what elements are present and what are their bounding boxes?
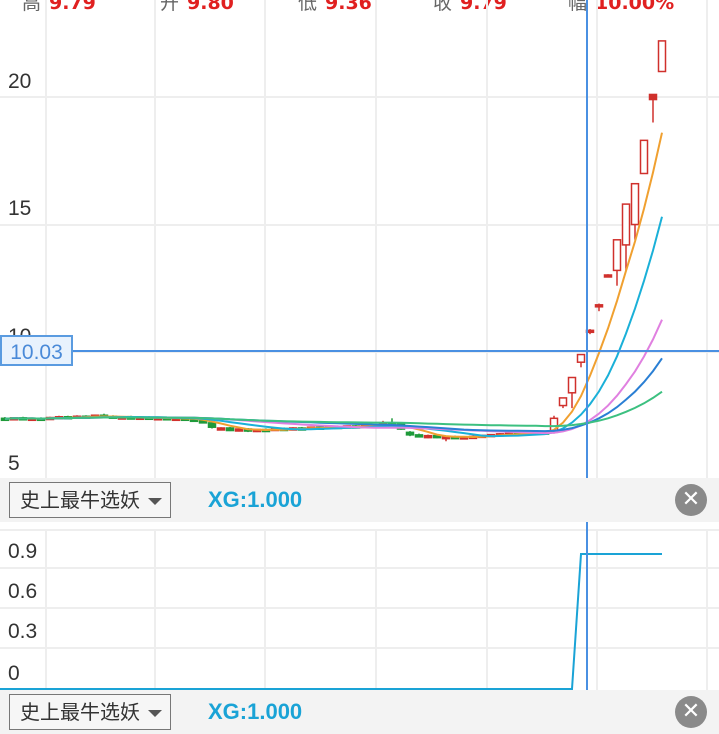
candle-body [558,397,568,407]
stat-change: 幅 10.00% [568,0,675,14]
candle [594,303,604,312]
candle-body [630,182,640,226]
candle-body [567,376,577,394]
stat-low: 低 9.36 [298,0,372,14]
candle-body [576,353,586,363]
indicator-select[interactable]: 史上最牛选妖 [9,482,171,518]
candle [648,93,658,123]
xg-line [0,553,662,690]
indicator-bar: 史上最牛选妖 XG:1.000 ✕ [0,478,719,522]
candle-body [639,139,649,175]
candle-body [234,428,244,432]
candle [216,427,226,431]
candle-body [432,434,442,439]
dropdown-arrow-icon [148,498,162,505]
indicator-name-2: 史上最牛选妖 [20,700,140,724]
close-circle-icon[interactable]: ✕ [675,484,707,516]
stat-high: 高 9.79 [22,0,96,14]
xg-tick-0.9: 0.9 [8,540,37,563]
candle-body [621,203,631,246]
xg-value: XG:1.000 [208,487,303,512]
candle [567,376,577,409]
xg-tick-0: 0 [8,662,20,685]
kline-chart[interactable]: 20 15 10 5 0.9 0.6 0.3 0 [0,0,719,719]
candle-body [423,434,433,439]
crosshair-price-label: 10.03 [0,335,73,366]
candle-body [207,422,217,428]
y-tick-20: 20 [8,70,31,93]
indicator-name: 史上最牛选妖 [20,488,140,512]
ma5-line [4,132,663,439]
y-tick-15: 15 [8,197,31,220]
candle-body [216,427,226,431]
candle [639,139,649,175]
indicator-select-2[interactable]: 史上最牛选妖 [9,694,171,730]
candle [657,40,667,73]
candle [576,353,586,368]
candle-body [225,427,235,432]
xg-value-2: XG:1.000 [208,699,303,724]
candle [225,426,235,432]
candle [630,182,640,240]
ma60-line [4,390,663,428]
close-circle-icon[interactable]: ✕ [675,696,707,728]
candle [405,431,415,437]
indicator-bar-2: 史上最牛选妖 XG:1.000 ✕ [0,690,719,734]
candle-body [594,304,604,308]
candle [414,433,424,438]
y-tick-5: 5 [8,452,20,475]
xg-tick-0.3: 0.3 [8,620,37,643]
candle-body [657,40,667,73]
candle-body [648,93,658,101]
candle-body [414,434,424,438]
candle [603,274,613,278]
xg-tick-0.6: 0.6 [8,580,37,603]
candle [423,434,433,439]
ma30-line [4,357,663,433]
ohlc-stats-row: 高 9.79 开 9.80 低 9.36 收 9.79 幅 10.00% [0,0,719,14]
stat-open: 开 9.80 [160,0,234,14]
dropdown-arrow-icon [148,710,162,717]
stat-close: 收 9.79 [433,0,507,14]
candle-body [603,274,613,278]
candle-body [405,431,415,436]
candle [558,397,568,409]
candle [207,422,217,429]
candle [234,428,244,432]
candle [621,203,631,271]
candle-body [612,239,622,272]
candle [612,239,622,286]
